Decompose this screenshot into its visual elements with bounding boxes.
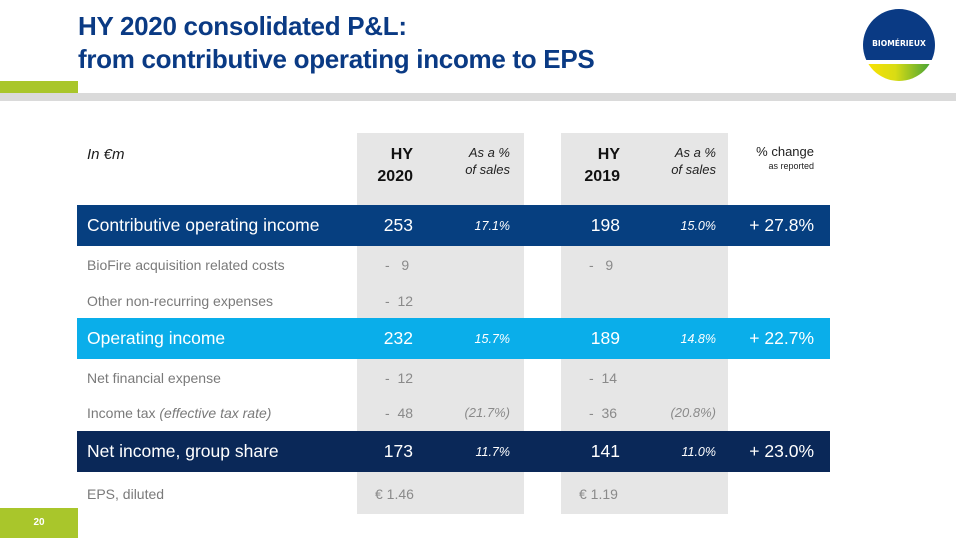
row-label: BioFire acquisition related costs (87, 257, 285, 273)
header-pct-2019: As a % of sales (671, 144, 716, 178)
row-hy2020: - 9 (385, 257, 410, 273)
row-label: Contributive operating income (87, 215, 320, 235)
row-label: Net financial expense (87, 370, 221, 386)
header-divider (0, 93, 956, 101)
row-pct2020: 15.7% (474, 332, 510, 346)
row-pct2019: 14.8% (680, 332, 716, 346)
row-hy2019: 189 (590, 328, 620, 348)
row-change: + 22.7% (749, 328, 814, 348)
table-row-contributive-operating-income (77, 205, 830, 246)
row-hy2020: € 1.46 (375, 486, 414, 502)
row-hy2019: 198 (590, 215, 620, 235)
header-pct-2020: As a % of sales (465, 144, 510, 178)
header-hy2019-line2: 2019 (584, 168, 620, 185)
logo-text: BIOMÉRIEUX (872, 39, 926, 48)
table-row-net-income (77, 431, 830, 472)
row-label-italic: (effective tax rate) (159, 405, 272, 421)
row-label: EPS, diluted (87, 486, 165, 502)
row-hy2020: - 12 (385, 370, 414, 386)
row-label: Operating income (87, 328, 226, 348)
row-pct2020: 11.7% (475, 445, 510, 459)
row-label: Net income, group share (87, 441, 279, 461)
page-number: 20 (0, 508, 78, 538)
row-label: Income tax (effective tax rate) (87, 405, 271, 421)
title-line-2: from contributive operating income to EP… (78, 44, 595, 74)
accent-bar (0, 81, 78, 93)
row-hy2020: 232 (383, 328, 413, 348)
row-hy2019: - 36 (589, 405, 618, 421)
header-pct-2020-line1: As a % (468, 145, 510, 160)
header-pct-2019-line1: As a % (674, 145, 716, 160)
header-hy2019-line1: HY (597, 146, 620, 163)
unit-label: In €m (87, 146, 125, 163)
table-row-operating-income (77, 318, 830, 359)
header-change: % change as reported (756, 144, 814, 174)
row-hy2020: 253 (383, 215, 413, 235)
slide-title: HY 2020 consolidated P&L: from contribut… (78, 10, 595, 76)
row-hy2020: - 12 (385, 293, 414, 309)
row-hy2020: 173 (383, 441, 413, 461)
row-pct2020: (21.7%) (464, 405, 510, 420)
header-hy2020-line2: 2020 (377, 168, 413, 185)
row-hy2019: - 14 (589, 370, 618, 386)
row-hy2019: 141 (590, 441, 620, 461)
header-change-line1: % change (756, 144, 814, 159)
row-label-main: Income tax (87, 405, 160, 421)
row-pct2019: (20.8%) (670, 405, 716, 420)
header-hy2020: HY 2020 (377, 144, 413, 188)
row-change: + 27.8% (749, 215, 814, 235)
row-hy2020: - 48 (385, 405, 414, 421)
row-pct2019: 15.0% (680, 219, 716, 233)
row-hy2019: € 1.19 (579, 486, 618, 502)
row-change: + 23.0% (749, 441, 814, 461)
row-hy2019: - 9 (589, 257, 614, 273)
row-pct2019: 11.0% (681, 445, 716, 459)
row-label: Other non-recurring expenses (87, 293, 273, 309)
header-hy2020-line1: HY (390, 146, 413, 163)
title-line-1: HY 2020 consolidated P&L: (78, 11, 407, 41)
row-pct2020: 17.1% (474, 219, 510, 233)
header-hy2019: HY 2019 (584, 144, 620, 188)
header-change-line2: as reported (768, 161, 814, 171)
biomerieux-logo: BIOMÉRIEUX (863, 9, 935, 81)
header-pct-2019-line2: of sales (671, 162, 716, 177)
header-pct-2020-line2: of sales (465, 162, 510, 177)
